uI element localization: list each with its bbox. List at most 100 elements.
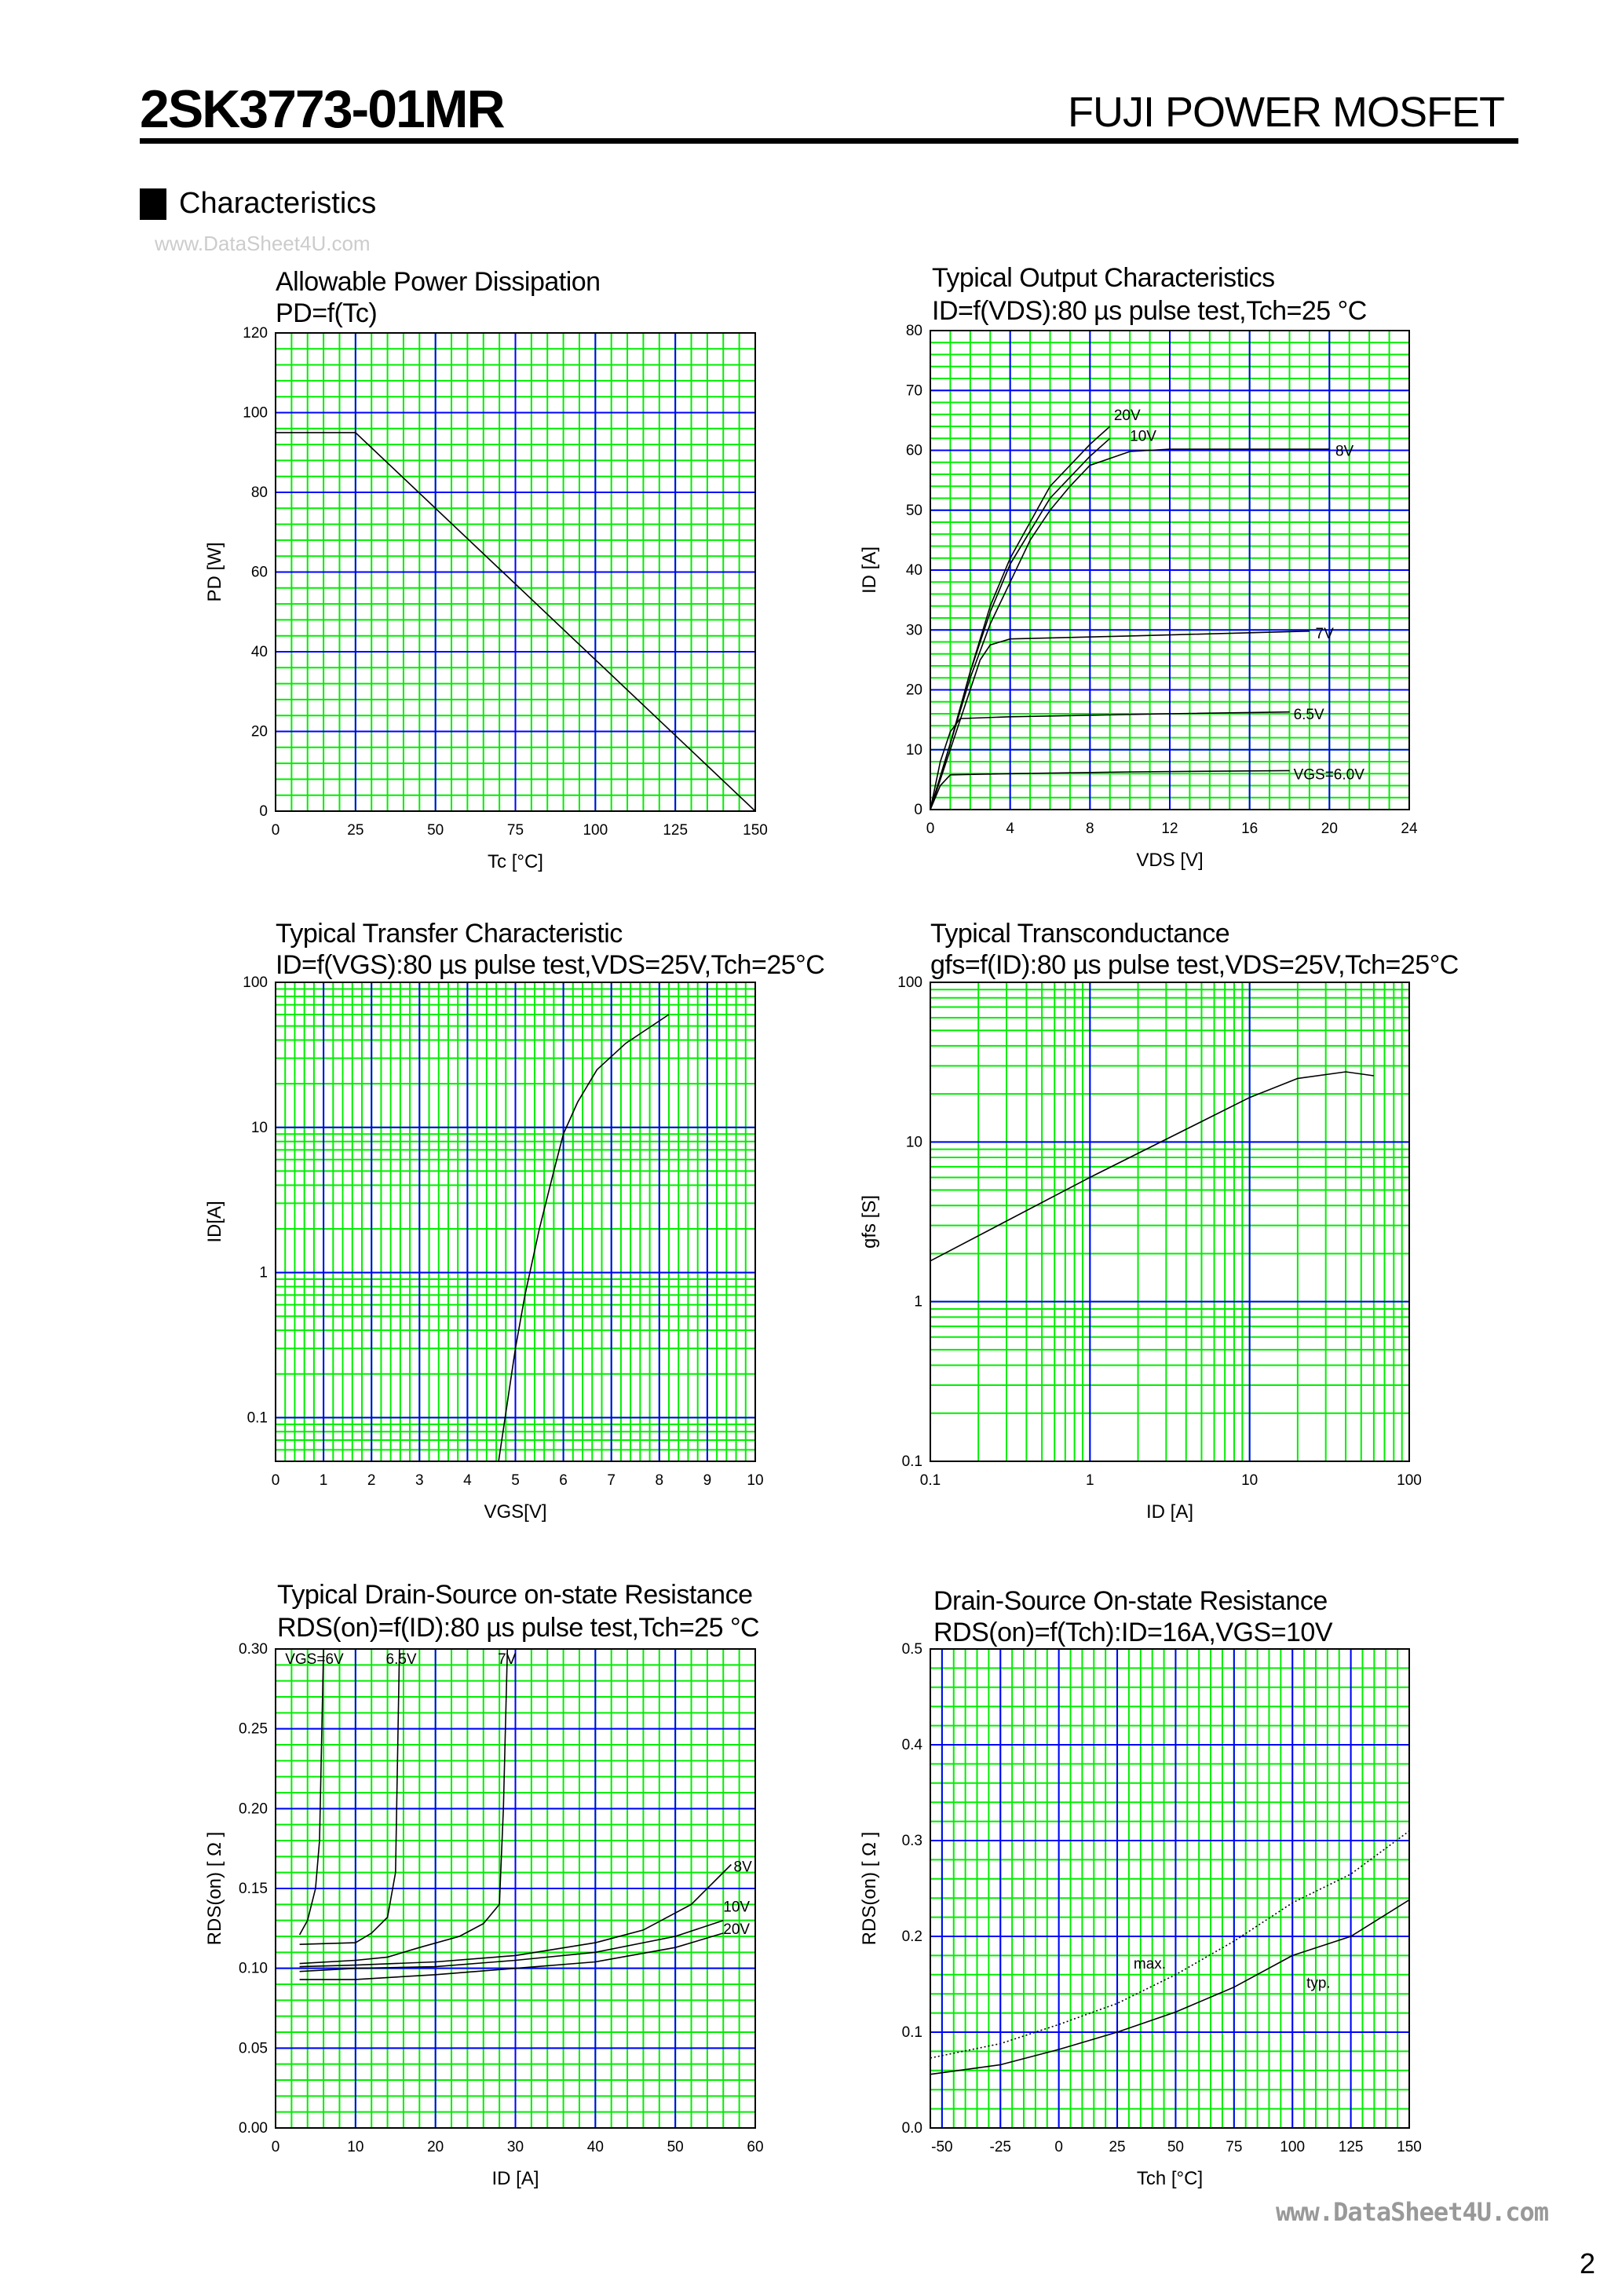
y-tick-label: 60	[251, 565, 268, 581]
y-tick-label: 70	[906, 382, 922, 399]
y-tick-label: 20	[251, 724, 268, 740]
curve-label: VGS=6V	[285, 1651, 344, 1668]
y-tick-label: 0	[914, 802, 922, 818]
x-tick-label: 60	[747, 2139, 763, 2155]
chart-6: -50 -25 0 25 50 75 100 125 150 0.0 0.1 0.2 0.3 0.4 0.5…	[859, 1641, 1422, 2189]
x-tick-label: 0.1	[920, 1472, 941, 1489]
curve-label: VGS=6.0V	[1294, 766, 1365, 783]
y-tick-label: 0.2	[902, 1929, 922, 1945]
series-line-vgs60v	[930, 770, 1290, 810]
y-tick-label: 0.15	[239, 1881, 268, 1897]
chart4-subtitle: gfs=f(ID):80 µs pulse test,VDS=25V,Tch=2…	[930, 950, 1459, 980]
x-tick-label: 0	[272, 822, 280, 839]
y-tick-label: 0.20	[239, 1801, 268, 1817]
y-tick-label: 0	[259, 803, 268, 820]
chart6-title: Drain-Source On-state Resistance	[933, 1586, 1328, 1616]
curve-label: 8V	[1335, 444, 1354, 460]
chart6-subtitle: RDS(on)=f(Tch):ID=16A,VGS=10V	[933, 1618, 1333, 1647]
y-axis-label: gfs [S]	[859, 1195, 880, 1249]
x-tick-label: 9	[703, 1472, 712, 1489]
x-tick-label: 0	[272, 1472, 280, 1489]
x-tick-label: 150	[743, 822, 768, 839]
x-tick-label: 8	[656, 1472, 664, 1489]
y-axis-label: RDS(on) [ Ω ]	[859, 1832, 880, 1946]
curve-label: typ.	[1306, 1976, 1331, 1992]
curve-label: 8V	[734, 1859, 753, 1876]
x-tick-label: 50	[667, 2139, 684, 2155]
series-line-0	[930, 1071, 1375, 1262]
y-tick-label: 10	[906, 742, 922, 759]
y-tick-label: 30	[906, 622, 922, 638]
chart-4: 0.1 1 10 100 0.1 1 10 100 ID [A] gfs [S]	[859, 974, 1422, 1523]
plot-frame	[930, 330, 1410, 810]
curve-label: 7V	[498, 1651, 517, 1668]
y-axis-label: ID [A]	[859, 547, 880, 594]
x-tick-label: 1	[1086, 1472, 1094, 1489]
y-tick-label: 40	[251, 644, 268, 660]
y-tick-label: 40	[906, 562, 922, 579]
x-tick-label: 100	[1280, 2139, 1305, 2155]
plot-frame	[275, 982, 756, 1462]
series-line-vgs6v	[298, 1648, 324, 1936]
chart-2: 0 4 8 12 16 20 24 0 10 20 30 40 50 60 70 80 VDS [V] ID [A…	[859, 323, 1418, 871]
curve-label: max.	[1134, 1956, 1166, 1972]
x-tick-label: 25	[347, 822, 363, 839]
y-tick-label: 50	[906, 503, 922, 519]
chart1-subtitle: PD=f(Tc)	[276, 298, 378, 328]
y-tick-label: 0.1	[902, 2024, 922, 2041]
y-tick-label: 10	[251, 1120, 268, 1136]
x-axis-label: ID [A]	[1146, 1501, 1193, 1523]
x-axis-label: Tc [°C]	[488, 851, 543, 872]
series-line-8v	[299, 1863, 732, 1968]
series-line-0	[276, 432, 756, 812]
y-tick-label: 0.1	[247, 1409, 268, 1426]
y-tick-label: 0.4	[902, 1737, 923, 1753]
manufacturer-title: FUJI POWER MOSFET	[1068, 89, 1505, 136]
y-tick-label: 100	[243, 974, 268, 991]
x-tick-label: 1	[320, 1472, 328, 1489]
curve-label: 6.5V	[386, 1651, 417, 1668]
x-tick-label: 40	[587, 2139, 604, 2155]
y-tick-label: 80	[906, 323, 922, 339]
plot-frame	[930, 1648, 1410, 2129]
x-tick-label: 30	[507, 2139, 524, 2155]
curve-label: 7V	[1316, 626, 1335, 642]
y-axis-label: ID[A]	[204, 1201, 225, 1242]
y-axis-label: RDS(on) [ Ω ]	[204, 1832, 225, 1946]
x-tick-label: 16	[1241, 821, 1258, 837]
y-tick-label: 0.05	[239, 2040, 268, 2057]
series-line-7v	[299, 1648, 509, 1965]
watermark-top: www.DataSheet4U.com	[155, 232, 371, 255]
y-tick-label: 0.5	[902, 1641, 922, 1658]
x-tick-label: 10	[347, 2139, 363, 2155]
chart5-subtitle: RDS(on)=f(ID):80 µs pulse test,Tch=25 °C	[277, 1613, 760, 1643]
y-tick-label: 20	[906, 682, 922, 699]
section-title: Characteristics	[179, 187, 377, 220]
chart-3: 0 1 2 3 4 5 6 7 8 9 10 0.1 1 10 100 VGS[V] ID[A]	[204, 974, 764, 1523]
x-tick-label: 6	[559, 1472, 568, 1489]
y-tick-label: 0.10	[239, 1961, 268, 1977]
series-line-65v	[930, 711, 1290, 810]
x-axis-label: Tch [°C]	[1137, 2168, 1203, 2189]
plot-frame	[275, 332, 756, 812]
chart1-title: Allowable Power Dissipation	[276, 267, 601, 297]
x-tick-label: 10	[747, 1472, 763, 1489]
x-tick-label: 100	[583, 822, 608, 839]
chart4-title: Typical Transconductance	[930, 919, 1230, 949]
series-line-10v	[299, 1919, 724, 1972]
curve-label: 20V	[1114, 408, 1141, 424]
x-tick-label: 0	[1054, 2139, 1063, 2155]
plot-frame	[275, 1648, 756, 2129]
curve-label: 10V	[723, 1899, 750, 1915]
plot-frame	[930, 982, 1410, 1462]
y-tick-label: 80	[251, 484, 268, 501]
x-tick-label: 125	[663, 822, 688, 839]
series-line-10v	[930, 437, 1111, 810]
series-line-8v	[930, 448, 1330, 810]
curve-label: 6.5V	[1294, 707, 1324, 723]
chart2-title: Typical Output Characteristics	[932, 263, 1275, 293]
x-tick-label: -50	[931, 2139, 952, 2155]
x-tick-label: 75	[1226, 2139, 1242, 2155]
